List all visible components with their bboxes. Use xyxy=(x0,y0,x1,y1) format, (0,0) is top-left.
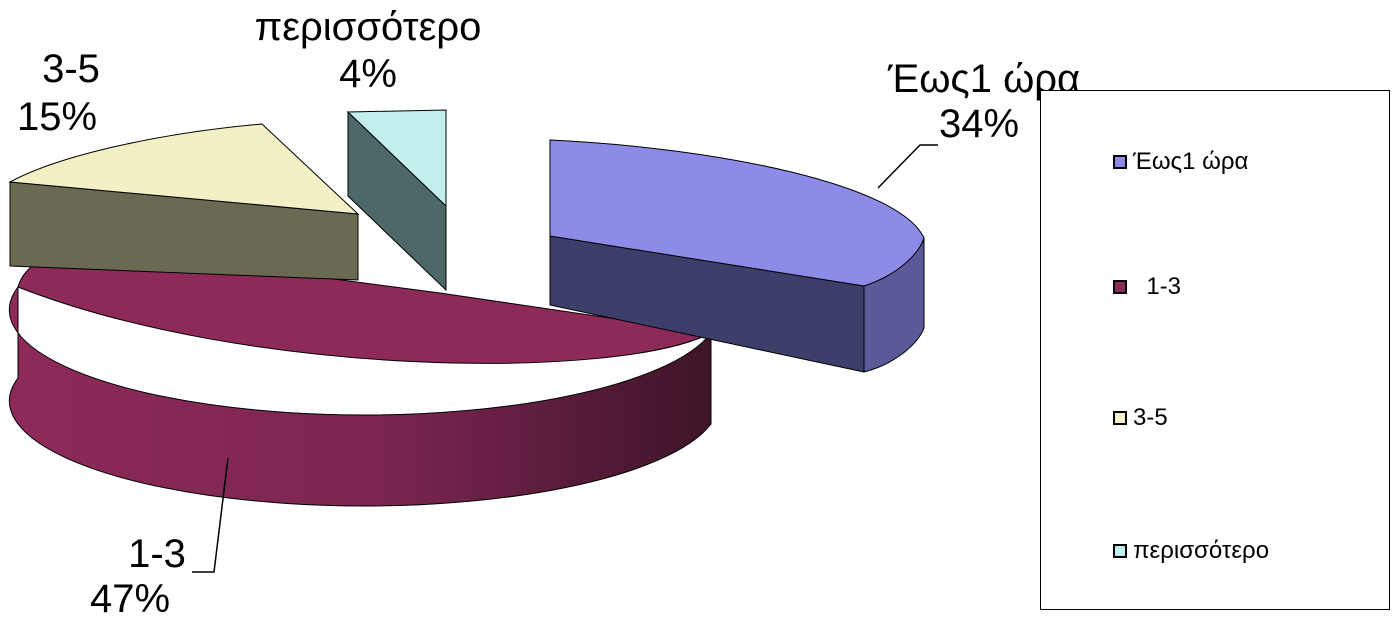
legend-label-perissotero: περισσότερο xyxy=(1133,537,1270,564)
data-label-perissotero-name: περισσότερο xyxy=(255,5,482,49)
data-label-eos1-ora-value: 34% xyxy=(939,102,1019,146)
legend-swatch-3-5 xyxy=(1113,411,1127,425)
legend-swatch-perissotero xyxy=(1113,544,1127,558)
pie-slice-eos1-ora-top xyxy=(549,139,925,287)
legend-item-3-5: 3-5 xyxy=(1113,403,1168,433)
chart-legend: Έως1 ώρα 1-3 3-5 περισσότερο xyxy=(1040,90,1390,610)
legend-label-1-3: 1-3 xyxy=(1133,273,1182,300)
data-label-3-5-value: 15% xyxy=(17,95,97,139)
leader-line-1-3 xyxy=(192,457,229,573)
legend-label-eos1-ora: Έως1 ώρα xyxy=(1133,148,1249,175)
data-label-3-5-name: 3-5 xyxy=(42,47,100,91)
data-label-1-3-name: 1-3 xyxy=(128,532,186,576)
data-label-perissotero-value: 4% xyxy=(339,52,397,96)
legend-label-3-5: 3-5 xyxy=(1133,404,1168,431)
pie-slice-perissotero-top xyxy=(346,109,447,208)
legend-item-1-3: 1-3 xyxy=(1113,272,1181,302)
pie-slice-3-5 xyxy=(8,123,360,281)
data-label-1-3-value: 47% xyxy=(90,577,170,619)
legend-swatch-1-3 xyxy=(1113,280,1127,294)
pie-slice-eos1-ora xyxy=(549,139,925,373)
legend-item-perissotero: περισσότερο xyxy=(1113,536,1269,566)
pie-slice-1-3-side xyxy=(8,285,712,507)
legend-item-eos1-ora: Έως1 ώρα xyxy=(1113,147,1248,177)
leader-line-eos1-ora xyxy=(877,144,938,189)
legend-swatch-eos1-ora xyxy=(1113,155,1127,169)
pie-slice-3-5-top xyxy=(8,123,360,215)
pie-slice-perissotero xyxy=(346,109,447,292)
